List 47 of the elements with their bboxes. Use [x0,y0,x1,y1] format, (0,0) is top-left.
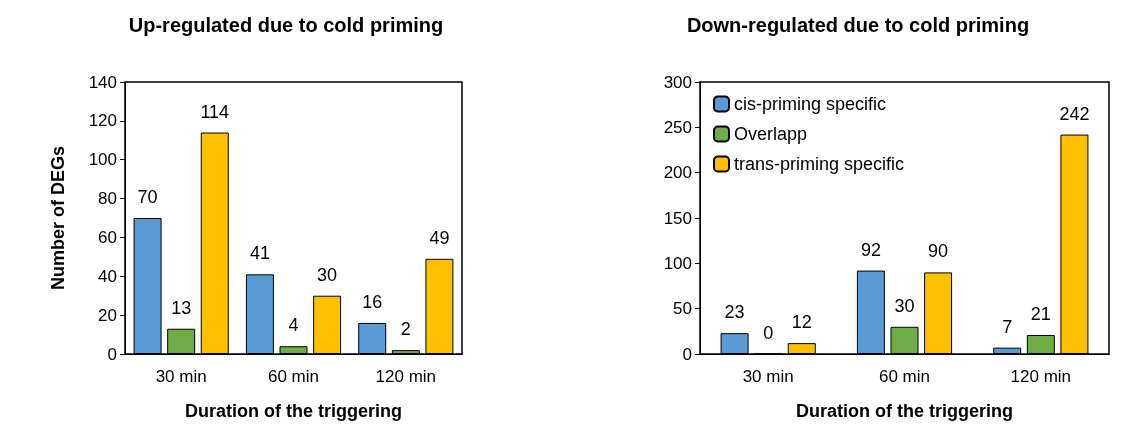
x-tick-label: 120 min [1010,367,1072,386]
x-axis-title: Duration of the triggering [796,401,1013,421]
y-tick-label: 100 [663,253,692,273]
chart-title: Down-regulated due to cold priming [686,14,1030,36]
data-label: 90 [928,241,949,262]
data-label: 114 [200,101,230,122]
data-label: 12 [791,312,812,333]
legend-label: trans-priming specific [734,154,905,174]
y-tick-label: 100 [88,150,117,170]
data-label: 49 [429,227,450,248]
data-label: 13 [171,297,192,318]
y-tick-label: 20 [98,305,117,325]
x-tick-label: 120 min [375,367,437,386]
legend-label: cis-priming specific [734,94,887,114]
y-axis-title: Number of DEGs [48,145,68,291]
data-label: 2 [400,319,411,340]
x-tick-label: 60 min [878,367,931,386]
data-label: 70 [137,187,158,207]
data-label: 30 [317,264,338,285]
y-tick-label: 300 [663,72,692,92]
data-label: 23 [724,302,745,323]
y-tick-label: 250 [663,117,692,137]
x-tick-label: 30 min [155,367,207,386]
y-tick-label: 0 [107,344,117,364]
y-tick-label: 150 [663,208,692,228]
y-tick-label: 80 [98,189,117,209]
data-label: 41 [249,243,270,264]
data-label: 4 [288,315,299,336]
y-tick-label: 40 [98,266,117,286]
y-tick-label: 0 [682,344,692,364]
y-tick-label: 120 [88,111,117,131]
y-tick-label: 200 [663,163,692,183]
data-label: 242 [1059,103,1090,124]
data-label: 30 [894,295,915,316]
x-axis-title: Duration of the triggering [185,401,402,421]
x-tick-label: 30 min [742,367,794,386]
data-label: 21 [1030,303,1051,324]
data-label: 92 [860,239,881,260]
data-label: 7 [1002,316,1013,337]
y-tick-label: 140 [88,72,117,92]
chart-title: Up-regulated due to cold priming [128,14,444,36]
x-tick-label: 60 min [267,367,320,386]
legend-label: Overlapp [734,124,808,144]
data-label: 0 [763,322,774,343]
y-tick-label: 60 [98,227,117,247]
y-tick-label: 50 [673,299,692,319]
data-label: 16 [362,291,383,312]
